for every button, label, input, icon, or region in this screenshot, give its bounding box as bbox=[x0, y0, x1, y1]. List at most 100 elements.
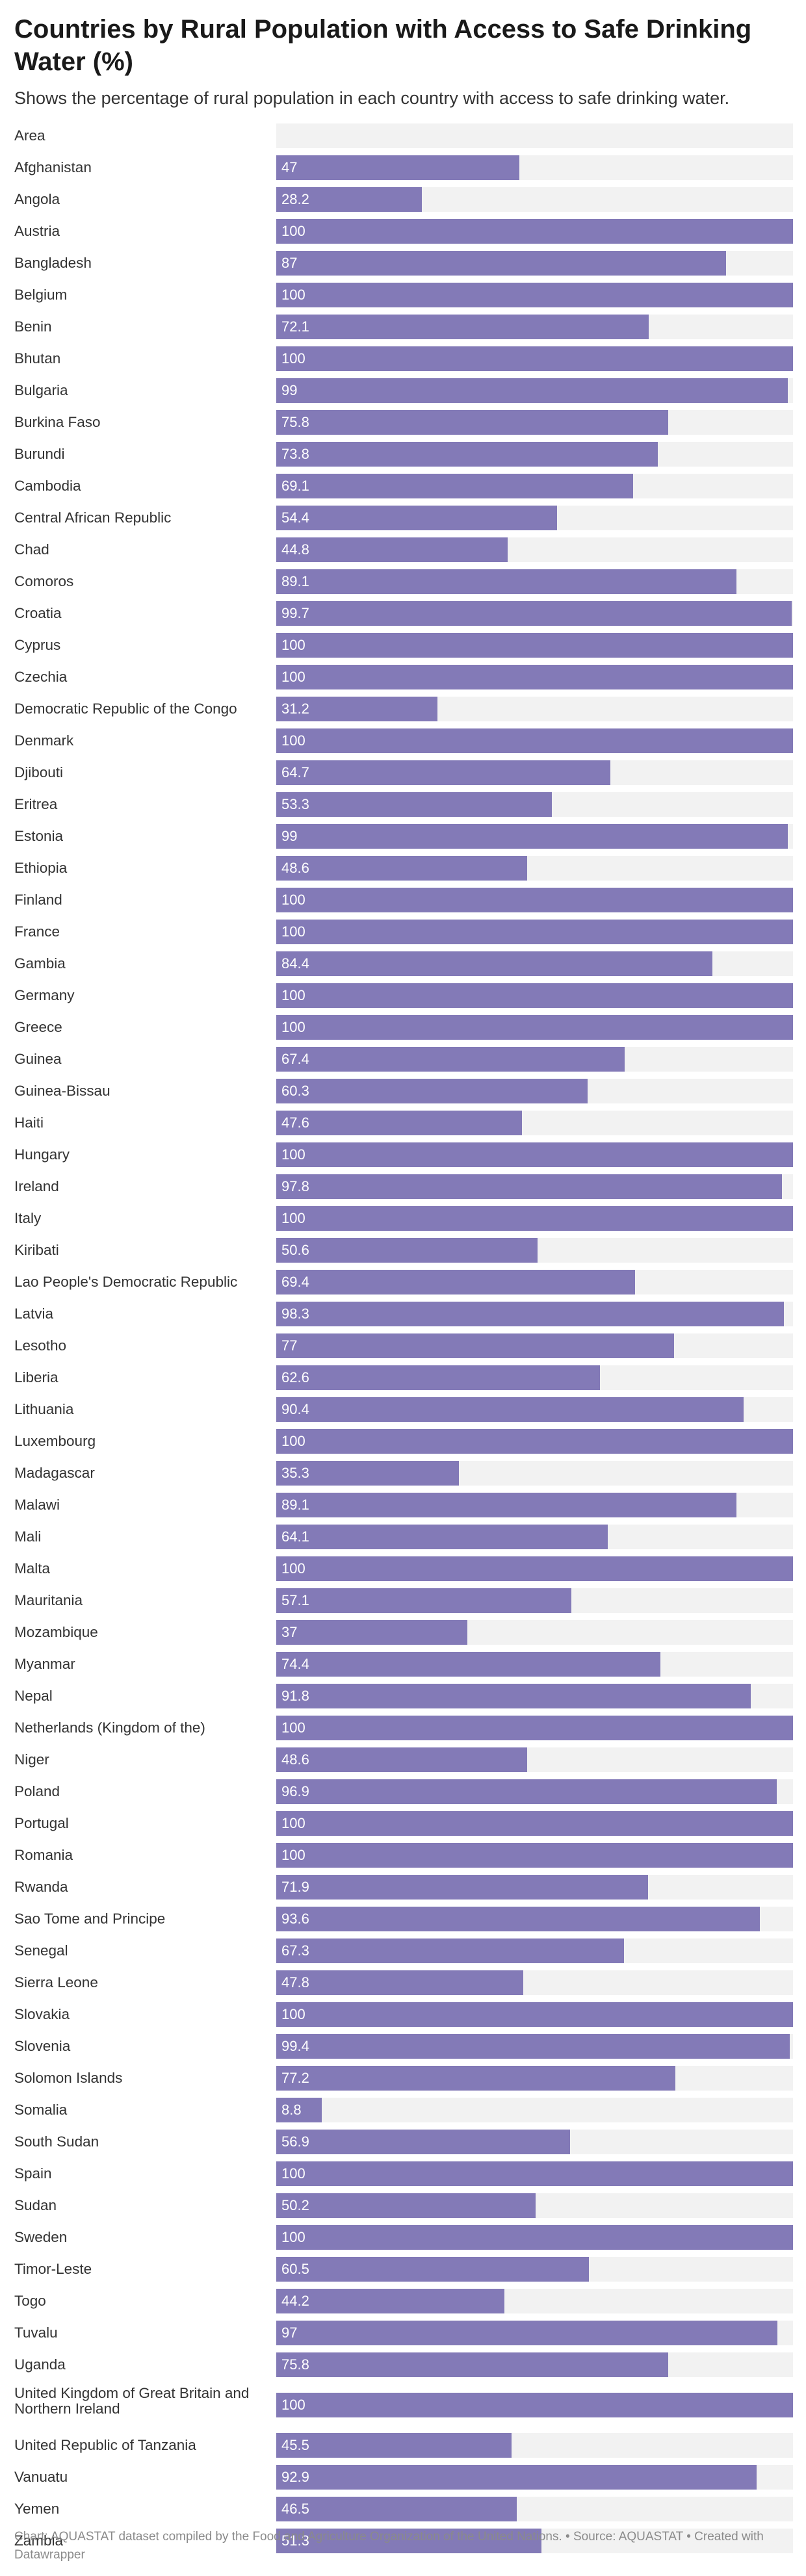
category-label: Bulgaria bbox=[14, 382, 68, 398]
chart-title: Countries by Rural Population with Acces… bbox=[14, 15, 752, 76]
bar-track: 47 bbox=[276, 155, 793, 180]
bar-row: Somalia 8.8 bbox=[14, 2098, 793, 2122]
category-label: Niger bbox=[14, 1751, 49, 1768]
value-label: 91.8 bbox=[281, 1688, 309, 1704]
category-label: Tuvalu bbox=[14, 2325, 58, 2341]
category-label: Spain bbox=[14, 2165, 52, 2182]
bar bbox=[276, 920, 793, 944]
bar-row: Ireland 97.8 bbox=[14, 1174, 793, 1199]
category-label: South Sudan bbox=[14, 2133, 99, 2150]
bar bbox=[276, 1047, 625, 1072]
value-label: 84.4 bbox=[281, 955, 309, 972]
bar-row: Benin 72.1 bbox=[14, 315, 793, 339]
bar bbox=[276, 633, 793, 658]
bar bbox=[276, 2193, 536, 2218]
bar-row: Mauritania 57.1 bbox=[14, 1588, 793, 1613]
bar-track: 100 bbox=[276, 2002, 793, 2027]
bar-row: Portugal 100 bbox=[14, 1811, 793, 1836]
category-label: Malawi bbox=[14, 1497, 60, 1513]
bar-track: 100 bbox=[276, 920, 793, 944]
category-label: Nepal bbox=[14, 1688, 53, 1704]
bar-track: 100 bbox=[276, 2161, 793, 2186]
bar-track: 48.6 bbox=[276, 1747, 793, 1772]
bar-row: Liberia 62.6 bbox=[14, 1365, 793, 1390]
bar-track: 71.9 bbox=[276, 1875, 793, 1900]
bar bbox=[276, 1397, 744, 1422]
bar-track: 69.4 bbox=[276, 1270, 793, 1294]
bar-row: Timor-Leste 60.5 bbox=[14, 2257, 793, 2282]
bar-track: 56.9 bbox=[276, 2130, 793, 2154]
bar-row: Italy 100 bbox=[14, 1206, 793, 1231]
bar-track: 50.2 bbox=[276, 2193, 793, 2218]
bar-row: United Kingdom of Great Britain and Nort… bbox=[14, 2384, 793, 2426]
category-label: Portugal bbox=[14, 1815, 69, 1831]
bar-track: 35.3 bbox=[276, 1461, 793, 1486]
bar bbox=[276, 1429, 793, 1454]
bar-track: 73.8 bbox=[276, 442, 793, 467]
bar-row: Malawi 89.1 bbox=[14, 1493, 793, 1517]
category-label: Lithuania bbox=[14, 1401, 74, 1417]
value-label: 47.8 bbox=[281, 1974, 309, 1990]
bar bbox=[276, 1270, 635, 1294]
bar-row: Hungary 100 bbox=[14, 1142, 793, 1167]
category-label: Denmark bbox=[14, 732, 74, 749]
bar bbox=[276, 1206, 793, 1231]
bar-track: 37 bbox=[276, 1620, 793, 1645]
category-label: Bangladesh bbox=[14, 255, 92, 271]
value-label: 100 bbox=[281, 987, 306, 1003]
bar-track: 97 bbox=[276, 2321, 793, 2345]
category-label: Afghanistan bbox=[14, 159, 92, 175]
bar-row: Niger 48.6 bbox=[14, 1747, 793, 1772]
bar-row: Rwanda 71.9 bbox=[14, 1875, 793, 1900]
bar-track: 91.8 bbox=[276, 1684, 793, 1708]
bar bbox=[276, 1875, 648, 1900]
bar-row: Madagascar 35.3 bbox=[14, 1461, 793, 1486]
bar-row: Zambia 51.3 bbox=[14, 2529, 793, 2553]
category-label: Togo bbox=[14, 2293, 46, 2309]
bar-track: 8.8 bbox=[276, 2098, 793, 2122]
category-label: Somalia bbox=[14, 2102, 68, 2118]
value-label: 60.5 bbox=[281, 2261, 309, 2277]
bar-row: Austria 100 bbox=[14, 219, 793, 244]
bar-track: 46.5 bbox=[276, 2497, 793, 2521]
bar bbox=[276, 2098, 322, 2122]
bar-track: 72.1 bbox=[276, 315, 793, 339]
bar-row: Kiribati 50.6 bbox=[14, 1238, 793, 1263]
bar bbox=[276, 2321, 778, 2345]
bar bbox=[276, 728, 793, 753]
category-label: Guinea-Bissau bbox=[14, 1083, 110, 1099]
bar-track: 28.2 bbox=[276, 187, 793, 212]
bar-row: Chad 44.8 bbox=[14, 537, 793, 562]
bar bbox=[276, 442, 658, 467]
bar bbox=[276, 665, 793, 689]
category-label: Djibouti bbox=[14, 764, 64, 780]
category-label: Rwanda bbox=[14, 1879, 68, 1895]
bar-row: Luxembourg 100 bbox=[14, 1429, 793, 1454]
bar-track: 99 bbox=[276, 824, 793, 849]
bar bbox=[276, 601, 792, 626]
bar bbox=[276, 792, 552, 817]
bar-track: 48.6 bbox=[276, 856, 793, 881]
category-label: France bbox=[14, 923, 60, 940]
bar-track: 67.4 bbox=[276, 1047, 793, 1072]
category-label: Latvia bbox=[14, 1306, 54, 1322]
bar-row: Poland 96.9 bbox=[14, 1779, 793, 1804]
bar-track: 44.2 bbox=[276, 2289, 793, 2313]
value-label: 67.4 bbox=[281, 1051, 309, 1067]
bar-row: Solomon Islands 77.2 bbox=[14, 2066, 793, 2091]
bar bbox=[276, 2289, 505, 2313]
bar bbox=[276, 1174, 782, 1199]
bar bbox=[276, 251, 726, 276]
value-label: 53.3 bbox=[281, 796, 309, 812]
bar-track: 100 bbox=[276, 1142, 793, 1167]
value-label: 92.9 bbox=[281, 2469, 309, 2485]
bar-track: 47.6 bbox=[276, 1111, 793, 1135]
value-label: 100 bbox=[281, 892, 306, 908]
bar bbox=[276, 1525, 608, 1549]
value-label: 77.2 bbox=[281, 2070, 309, 2086]
value-label: 44.8 bbox=[281, 541, 309, 558]
value-label: 50.6 bbox=[281, 1242, 309, 1258]
bar-track: 99 bbox=[276, 378, 793, 403]
category-label: Sweden bbox=[14, 2229, 68, 2245]
value-label: 48.6 bbox=[281, 1751, 309, 1768]
